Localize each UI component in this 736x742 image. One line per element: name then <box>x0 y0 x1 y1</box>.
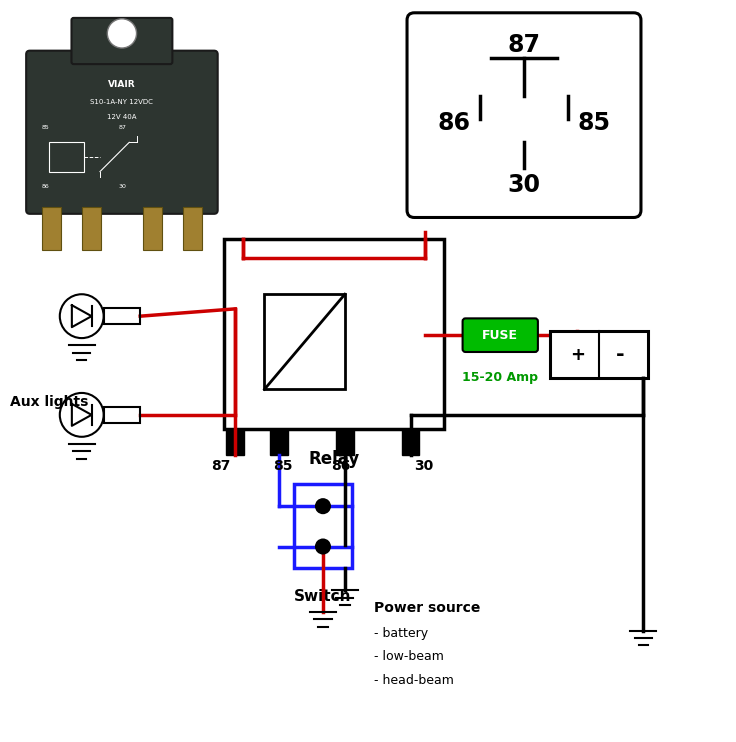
Bar <box>82 206 101 250</box>
Text: 85: 85 <box>41 125 49 130</box>
Text: -: - <box>616 344 625 364</box>
Circle shape <box>315 539 331 554</box>
FancyBboxPatch shape <box>463 318 538 352</box>
Bar <box>104 407 140 423</box>
Text: 15-20 Amp: 15-20 Amp <box>462 371 538 384</box>
Text: 85: 85 <box>578 111 611 135</box>
Text: 87: 87 <box>118 125 126 130</box>
Text: 30: 30 <box>414 459 434 473</box>
Text: FUSE: FUSE <box>482 329 518 341</box>
Bar <box>49 142 84 171</box>
Text: Switch: Switch <box>294 589 352 604</box>
Text: 30: 30 <box>118 184 126 188</box>
Bar <box>264 295 345 390</box>
Text: 12V 40A: 12V 40A <box>107 114 137 120</box>
Bar <box>550 331 648 378</box>
Text: Relay: Relay <box>308 450 360 468</box>
Text: 86: 86 <box>41 184 49 188</box>
Bar <box>143 206 162 250</box>
Bar <box>42 206 61 250</box>
Text: - low-beam: - low-beam <box>374 650 444 663</box>
FancyBboxPatch shape <box>407 13 641 217</box>
Bar <box>402 430 420 455</box>
Bar <box>224 240 444 430</box>
FancyBboxPatch shape <box>26 50 218 214</box>
FancyBboxPatch shape <box>71 18 172 64</box>
Bar <box>294 485 353 568</box>
Text: +: + <box>570 346 584 364</box>
Bar <box>227 430 244 455</box>
Bar <box>270 430 288 455</box>
Text: 86: 86 <box>437 111 470 135</box>
Circle shape <box>107 19 137 48</box>
Text: Power source: Power source <box>374 601 481 615</box>
Text: 87: 87 <box>508 33 540 57</box>
Text: 30: 30 <box>508 174 540 197</box>
Text: - head-beam: - head-beam <box>374 674 454 686</box>
Text: S10-1A-NY 12VDC: S10-1A-NY 12VDC <box>91 99 153 105</box>
Bar <box>104 308 140 324</box>
Text: Aux lights: Aux lights <box>10 395 88 409</box>
Text: 85: 85 <box>273 459 292 473</box>
Bar <box>183 206 202 250</box>
Circle shape <box>315 498 331 514</box>
Bar <box>336 430 354 455</box>
Text: 86: 86 <box>331 459 351 473</box>
Text: VIAIR: VIAIR <box>108 80 135 89</box>
Text: 87: 87 <box>211 459 230 473</box>
Text: - battery: - battery <box>374 627 428 640</box>
